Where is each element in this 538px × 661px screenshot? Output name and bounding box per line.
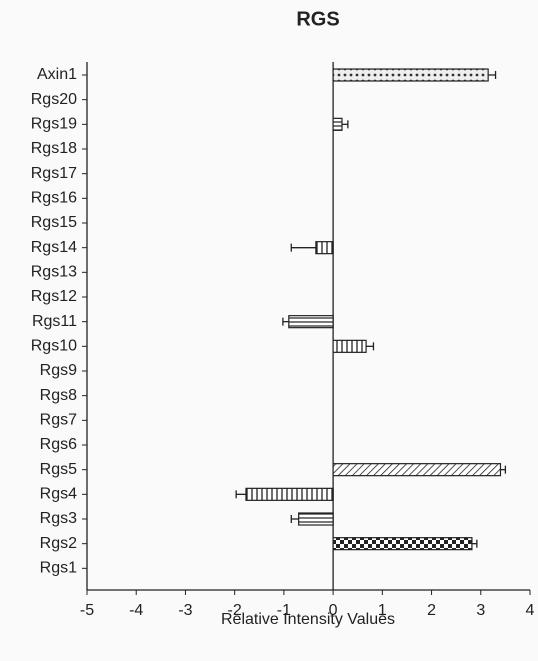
y-tick-label: Rgs15 <box>31 214 77 231</box>
y-tick-label: Rgs16 <box>31 190 77 207</box>
bar <box>315 241 334 255</box>
bar <box>332 68 489 82</box>
x-tick-label: 4 <box>526 602 535 619</box>
chart-title: RGS <box>296 8 339 30</box>
y-tick-label: Rgs4 <box>40 486 77 503</box>
y-tick-label: Rgs1 <box>40 560 77 577</box>
y-tick-label: Axin1 <box>37 66 77 83</box>
x-tick-label: 0 <box>329 602 338 619</box>
y-tick-label: Rgs3 <box>40 510 77 527</box>
x-tick-label: -3 <box>178 602 192 619</box>
x-tick-label: -5 <box>80 602 94 619</box>
x-axis-label: Relative Intensity Values <box>221 611 395 628</box>
y-tick-label: Rgs14 <box>31 239 77 256</box>
bar <box>332 463 502 477</box>
bar <box>245 487 334 501</box>
y-tick-label: Rgs10 <box>31 338 77 355</box>
y-tick-label: Rgs2 <box>40 535 77 552</box>
y-tick-label: Rgs19 <box>31 116 77 133</box>
x-tick-label: -2 <box>228 602 242 619</box>
x-tick-label: -4 <box>129 602 143 619</box>
bar <box>332 537 473 551</box>
bar <box>288 315 334 329</box>
y-tick-label: Rgs8 <box>40 387 77 404</box>
y-tick-label: Rgs7 <box>40 412 77 429</box>
bar <box>298 512 334 526</box>
y-tick-label: Rgs6 <box>40 436 77 453</box>
x-tick-label: 1 <box>378 602 387 619</box>
y-tick-label: Rgs5 <box>40 461 77 478</box>
y-tick-label: Rgs11 <box>32 313 77 330</box>
y-tick-label: Rgs12 <box>31 288 77 305</box>
x-tick-label: -1 <box>277 602 291 619</box>
y-tick-label: Rgs13 <box>31 264 77 281</box>
bar <box>332 117 343 131</box>
y-tick-label: Rgs20 <box>31 91 77 108</box>
x-tick-label: 3 <box>476 602 485 619</box>
y-tick-label: Rgs17 <box>31 165 77 182</box>
y-tick-label: Rgs18 <box>31 140 77 157</box>
x-tick-label: 2 <box>427 602 436 619</box>
y-tick-label: Rgs9 <box>40 362 77 379</box>
bar <box>332 339 367 353</box>
